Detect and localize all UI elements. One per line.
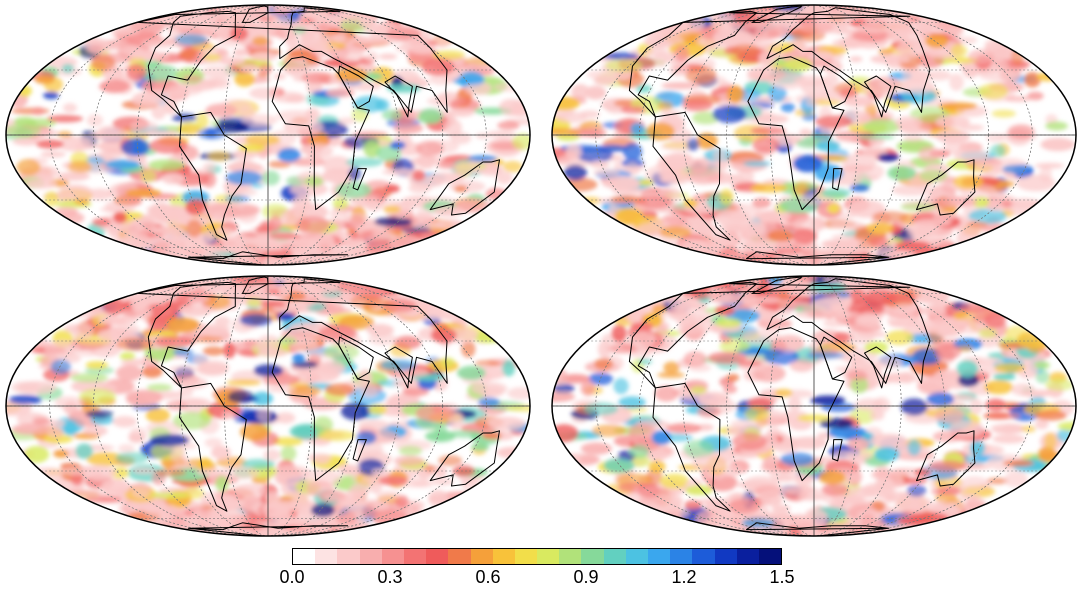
- coastline-india: [384, 346, 413, 389]
- colorbar-swatch: [648, 549, 671, 564]
- map-panel-bottom-left: [4, 273, 532, 539]
- coastline-india: [384, 75, 413, 118]
- colorbar-swatch: [403, 549, 427, 564]
- coastline-americasN: [628, 281, 911, 389]
- coastline-africa: [271, 56, 370, 211]
- coastline-antarctica: [746, 251, 890, 265]
- coastline-americasS: [179, 382, 247, 512]
- colorbar-swatch: [758, 549, 782, 564]
- colorbar-swatch: [359, 549, 382, 564]
- coastline-eurasia: [136, 7, 448, 113]
- coastline-antarctica: [746, 522, 890, 536]
- coastline-antarctica: [187, 522, 349, 536]
- coastline-madagascar: [832, 439, 843, 462]
- coastline-madagascar: [352, 439, 367, 462]
- colorbar-swatch: [559, 549, 582, 564]
- colorbar-swatch: [470, 549, 493, 564]
- colorbar-swatch: [603, 549, 626, 564]
- coastline-americasN: [628, 10, 911, 118]
- colorbar-swatch: [293, 549, 316, 564]
- coastline-americasN: [147, 10, 237, 118]
- map-panel-top-left: [4, 2, 532, 268]
- coastline-americasS: [179, 111, 247, 241]
- coastline-australia: [916, 430, 976, 487]
- coastline-australia: [916, 159, 976, 216]
- coastline-australia: [429, 430, 500, 487]
- coastline-africa: [747, 327, 845, 482]
- colorbar-ticks: 0.0 0.3 0.6 0.9 1.2 1.5: [279, 567, 794, 591]
- mollweide-map: [551, 4, 1077, 266]
- coastline-americasS: [652, 111, 731, 241]
- colorbar-swatch: [714, 549, 737, 564]
- colorbar-tick-label: 0.3: [377, 567, 403, 587]
- coastline-arabia: [819, 65, 853, 109]
- colorbar-swatch: [492, 549, 515, 564]
- colorbar-swatch: [670, 549, 693, 564]
- colorbar-swatch: [448, 549, 471, 564]
- coastline-greenland: [751, 276, 803, 294]
- coastline-madagascar: [832, 168, 843, 191]
- coastline-africa: [271, 327, 370, 482]
- colorbar: [292, 548, 782, 565]
- map-panel-top-right: [550, 2, 1078, 268]
- coastline-greenland: [242, 276, 269, 294]
- coastline-eurasia: [766, 278, 931, 384]
- coastline-eurasia: [136, 278, 448, 384]
- colorbar-swatch: [692, 549, 715, 564]
- colorbar-tick-label: 1.2: [671, 567, 697, 587]
- coastline-arabia: [338, 336, 374, 380]
- mollweide-map: [551, 275, 1077, 537]
- map-panel-bottom-right: [550, 273, 1078, 539]
- coastline-india: [864, 346, 892, 389]
- coastline-australia: [429, 159, 500, 216]
- colorbar-swatch: [337, 549, 360, 564]
- coastline-antarctica: [187, 251, 349, 265]
- colorbar-tick-label: 0.9: [573, 567, 599, 587]
- coastline-africa: [747, 56, 845, 211]
- coastline-india: [864, 75, 892, 118]
- colorbar-swatch: [426, 549, 449, 564]
- colorbar-swatch: [514, 549, 538, 564]
- colorbar-swatch: [736, 549, 759, 564]
- colorbar-tick-label: 0.0: [279, 567, 305, 587]
- colorbar-swatch: [537, 549, 560, 564]
- mollweide-map: [5, 4, 531, 266]
- coastline-eurasia: [766, 7, 931, 113]
- colorbar-swatch: [381, 549, 404, 564]
- coastline-greenland: [751, 5, 803, 23]
- colorbar-swatch: [625, 549, 648, 564]
- coastline-madagascar: [352, 168, 367, 191]
- colorbar-tick-label: 1.5: [769, 567, 795, 587]
- coastline-americasS: [652, 382, 731, 512]
- coastline-greenland: [242, 5, 269, 23]
- colorbar-swatch: [581, 549, 604, 564]
- colorbar-tick-label: 0.6: [475, 567, 501, 587]
- coastline-arabia: [819, 336, 853, 380]
- coastline-arabia: [338, 65, 374, 109]
- mollweide-map: [5, 275, 531, 537]
- coastline-americasN: [147, 281, 237, 389]
- colorbar-swatch: [315, 549, 338, 564]
